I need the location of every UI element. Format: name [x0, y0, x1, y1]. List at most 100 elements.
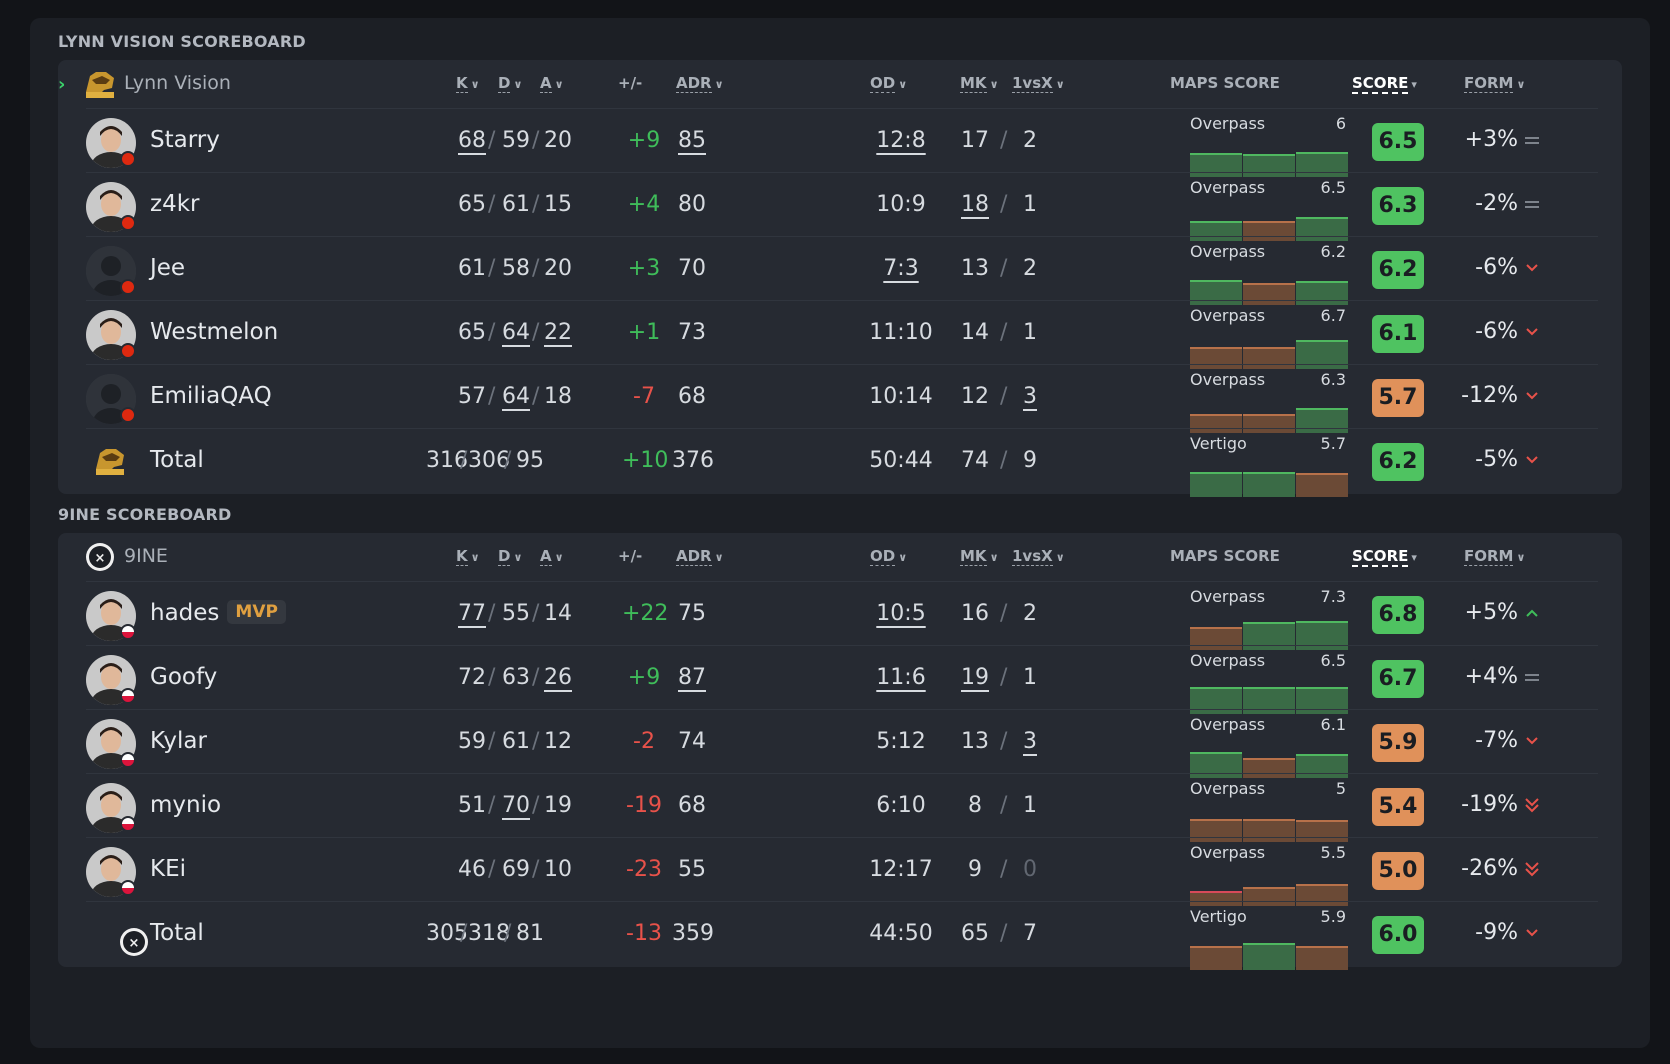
multikills-value: 9 [968, 857, 982, 882]
sort-kills-header-label: K [456, 74, 468, 93]
chevron-down-icon: ∨ [513, 78, 523, 91]
separator: / [504, 921, 512, 946]
lynn-vision-logo [82, 68, 118, 100]
sort-clutches-header[interactable]: 1vsX ∨ [1012, 547, 1065, 566]
sort-assists-header[interactable]: A ∨ [540, 74, 564, 93]
maps-score-header: MAPS SCORE [1170, 547, 1280, 565]
assists-value: 15 [544, 192, 572, 217]
player-name[interactable]: hades MVP [150, 600, 286, 626]
chevron-down-icon: ∨ [513, 551, 523, 564]
poland-flag-icon [120, 752, 136, 768]
sort-score-header[interactable]: SCORE ▾ [1352, 74, 1417, 94]
expand-chevron-icon[interactable]: › [58, 74, 66, 95]
separator: / [532, 793, 540, 818]
adr-value: 73 [678, 320, 706, 345]
multikills-value: 19 [961, 665, 989, 690]
name-text: hades [150, 600, 220, 626]
rating-bar [1190, 472, 1242, 497]
svg-text:×: × [95, 551, 106, 566]
sort-score-header-label: SCORE [1352, 547, 1409, 567]
player-name[interactable]: Westmelon [150, 319, 278, 345]
adr-value: 75 [678, 601, 706, 626]
deaths-value: 318 [468, 921, 510, 946]
chevron-down-icon: ∨ [989, 78, 999, 91]
map-name: Overpass [1190, 370, 1266, 389]
plus-minus-value: +10 [622, 448, 669, 473]
score-badge: 6.8 [1372, 596, 1424, 634]
player-name[interactable]: Jee [150, 255, 185, 281]
sort-form-header[interactable]: FORM ∨ [1464, 74, 1526, 93]
sort-clutches-header[interactable]: 1vsX ∨ [1012, 74, 1065, 93]
player-name[interactable]: Starry [150, 127, 220, 153]
sort-deaths-header[interactable]: D ∨ [498, 547, 523, 566]
plus-minus-value: +9 [627, 128, 661, 153]
name-text: z4kr [150, 191, 200, 217]
sort-opening-duels-header[interactable]: OD ∨ [870, 547, 908, 566]
sort-multikills-header[interactable]: MK ∨ [960, 547, 999, 566]
player-row: Kylar 59/61/12 -2 74 5:12 13/3 Overpass 6.1 5.9-… [86, 709, 1598, 778]
plus-minus-value: +9 [627, 665, 661, 690]
map-name: Overpass [1190, 587, 1266, 606]
map-score: 6.2 [1320, 242, 1346, 261]
player-name[interactable]: z4kr [150, 191, 199, 217]
sort-opening-duels-header[interactable]: OD ∨ [870, 74, 907, 93]
kills-value: 46 [458, 857, 486, 882]
sort-adr-header[interactable]: ADR ∨ [676, 74, 724, 93]
sort-deaths-header[interactable]: D ∨ [498, 74, 523, 93]
map-name: Overpass [1190, 306, 1266, 325]
adr-value: 55 [678, 857, 706, 882]
assists-value: 19 [544, 793, 572, 818]
deaths-value: 306 [468, 448, 510, 473]
multikills-value: 13 [961, 256, 989, 281]
team-logo-small [92, 445, 128, 477]
player-avatar[interactable] [86, 847, 136, 897]
rating-bar [1243, 154, 1295, 177]
map-rating-bars [1190, 940, 1348, 970]
sort-multikills-header[interactable]: MK ∨ [960, 74, 999, 93]
multikills-value: 65 [961, 921, 989, 946]
player-row: Starry 68/59/20 +9 85 12:8 17/2 Overpass 6 6.5 +3… [86, 108, 1598, 177]
player-avatar[interactable] [86, 118, 136, 168]
chevron-down-icon: ∨ [1516, 78, 1526, 91]
player-name[interactable]: KEi [150, 856, 186, 882]
player-name[interactable]: Goofy [150, 664, 217, 690]
sort-form-header[interactable]: FORM ∨ [1464, 547, 1525, 566]
multikills-value: 14 [961, 320, 989, 345]
map-name: Vertigo [1190, 907, 1247, 926]
player-name[interactable]: Kylar [150, 728, 207, 754]
player-name[interactable]: mynio [150, 792, 221, 818]
sort-kills-header[interactable]: K ∨ [456, 547, 480, 566]
rating-bar [1190, 627, 1242, 650]
player-avatar[interactable] [86, 783, 136, 833]
sort-deaths-header-label: D [498, 547, 511, 566]
map-score: 5.5 [1320, 843, 1346, 862]
adr-value: 68 [678, 793, 706, 818]
opening-duels-value: 10:5 [876, 601, 926, 626]
chevron-down-icon: ∨ [898, 551, 908, 564]
kills-value: 65 [458, 320, 486, 345]
china-flag-icon [120, 279, 136, 295]
sort-adr-header[interactable]: ADR ∨ [676, 547, 724, 566]
form-down-icon [1522, 449, 1542, 473]
deaths-value: 63 [502, 665, 530, 690]
mvp-badge: MVP [227, 600, 286, 624]
chevron-down-icon: ∨ [470, 78, 480, 91]
rating-bar [1190, 347, 1242, 369]
adr-value: 70 [678, 256, 706, 281]
separator: / [504, 448, 512, 473]
sort-score-header[interactable]: SCORE ▾ [1352, 547, 1417, 567]
separator: / [532, 857, 540, 882]
player-name[interactable]: EmiliaQAQ [150, 383, 272, 409]
rating-bar [1243, 472, 1295, 497]
separator: / [488, 384, 496, 409]
assists-value: 95 [516, 448, 544, 473]
score-badge: 6.7 [1372, 660, 1424, 698]
sort-kills-header[interactable]: K ∨ [456, 74, 480, 93]
opening-duels-value: 44:50 [869, 921, 933, 946]
sort-assists-header[interactable]: A ∨ [540, 547, 564, 566]
name-text: EmiliaQAQ [150, 383, 272, 409]
separator: / [532, 256, 540, 281]
separator: / [460, 921, 468, 946]
form-value: +5% [1464, 600, 1518, 625]
rating-bar [1296, 754, 1348, 778]
